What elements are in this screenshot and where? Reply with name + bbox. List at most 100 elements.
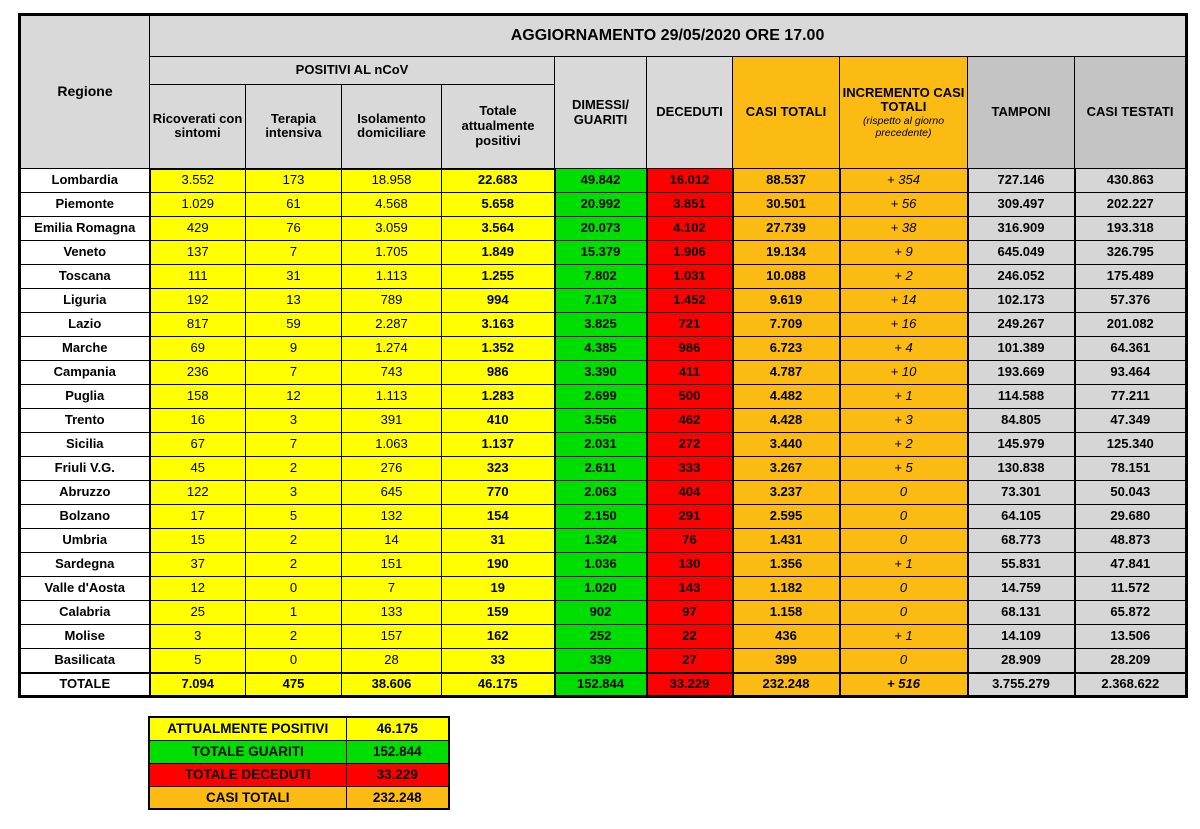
- cell-tamponi: 68.773: [966, 528, 1075, 553]
- cell-deceduti: 986: [645, 336, 733, 361]
- cell-isolamento-domiciliare: 157: [341, 624, 442, 649]
- cell-casi-totali: 4.482: [731, 384, 840, 409]
- cell-dimessi-guariti: 1.324: [553, 528, 647, 553]
- cell-casi-totali: 27.739: [731, 216, 840, 241]
- cell-deceduti: 721: [645, 312, 733, 337]
- cell-dimessi-guariti: 339: [553, 648, 647, 673]
- cell-ricoverati-con-sintomi: 1.029: [148, 192, 246, 217]
- region-name-cell: Marche: [19, 336, 150, 361]
- cell-incremento-casi-totali: + 9: [838, 240, 968, 265]
- cell-casi-testati: 78.151: [1073, 456, 1188, 481]
- cell-terapia-intensiva: 7: [245, 240, 342, 265]
- cell-casi-totali: 30.501: [731, 192, 840, 217]
- cell-casi-totali: 1.431: [731, 528, 840, 553]
- cell-terapia-intensiva: 2: [245, 528, 342, 553]
- cell-incremento-casi-totali: + 16: [838, 312, 968, 337]
- cell-totale-attualmente-positivi: 986: [441, 360, 555, 385]
- cell-casi-totali: 19.134: [731, 240, 840, 265]
- cell-incremento-casi-totali: + 354: [838, 168, 968, 193]
- cell-casi-testati: 175.489: [1073, 264, 1188, 289]
- cell-incremento-casi-totali: + 10: [838, 360, 968, 385]
- summary-row: TOTALE GUARITI 152.844: [148, 739, 450, 764]
- cell-deceduti: 4.102: [645, 216, 733, 241]
- table-row: Puglia 158 12 1.113 1.283 2.699 500 4.482 + 1 114…: [19, 384, 1188, 409]
- cell-casi-totali: 9.619: [731, 288, 840, 313]
- cell-casi-testati: 430.863: [1073, 168, 1188, 193]
- table-row: Lombardia 3.552 173 18.958 22.683 49.842 16.01…: [19, 168, 1188, 193]
- cell-ricoverati-con-sintomi: 192: [148, 288, 246, 313]
- table-row: Emilia Romagna 429 76 3.059 3.564 20.073 4.102…: [19, 216, 1188, 241]
- page: Regione AGGIORNAMENTO 29/05/2020 ORE 17.…: [18, 13, 1189, 810]
- col-header-casi-totali: CASI TOTALI: [732, 56, 840, 169]
- cell-ricoverati-con-sintomi: 3: [148, 624, 246, 649]
- cell-dimessi-guariti: 252: [553, 624, 647, 649]
- cell-casi-testati: 77.211: [1073, 384, 1188, 409]
- cell-casi-testati: 29.680: [1073, 504, 1188, 529]
- cell-terapia-intensiva: 12: [245, 384, 342, 409]
- cell-casi-totali: 4.428: [731, 408, 840, 433]
- cell-totale-attualmente-positivi: 1.283: [441, 384, 555, 409]
- cell-tamponi: 309.497: [966, 192, 1075, 217]
- cell-isolamento-domiciliare: 276: [341, 456, 442, 481]
- cell-casi-totali: 1.182: [731, 576, 840, 601]
- cell-terapia-intensiva: 7: [245, 360, 342, 385]
- cell-ricoverati-con-sintomi: 16: [148, 408, 246, 433]
- table-row: Toscana 111 31 1.113 1.255 7.802 1.031 10.088 + …: [19, 264, 1188, 289]
- cell-casi-testati: 193.318: [1073, 216, 1188, 241]
- table-header: Regione AGGIORNAMENTO 29/05/2020 ORE 17.…: [19, 14, 1188, 170]
- cell-dimessi-guariti: 2.031: [553, 432, 647, 457]
- region-name-cell: Friuli V.G.: [19, 456, 150, 481]
- cell-totale-attualmente-positivi: 323: [441, 456, 555, 481]
- incremento-note: (rispetto al giorno precedente): [862, 114, 945, 139]
- cell-casi-totali: 1.158: [731, 600, 840, 625]
- cell-deceduti: 462: [645, 408, 733, 433]
- cell-dimessi-guariti: 3.556: [553, 408, 647, 433]
- cell-incremento-casi-totali: + 1: [838, 552, 968, 577]
- cell-isolamento-domiciliare: 132: [341, 504, 442, 529]
- cell-incremento-casi-totali: + 2: [838, 432, 968, 457]
- region-name-cell: Piemonte: [19, 192, 150, 217]
- cell-isolamento-domiciliare: 1.113: [341, 264, 442, 289]
- cell-totale-attualmente-positivi: 162: [441, 624, 555, 649]
- cell-terapia-intensiva: 3: [245, 480, 342, 505]
- table-row: Umbria 15 2 14 31 1.324 76 1.431 0 68.773 48.873: [19, 528, 1188, 553]
- region-name-cell: Emilia Romagna: [19, 216, 150, 241]
- region-name-cell: Veneto: [19, 240, 150, 265]
- cell-dimessi-guariti: 902: [553, 600, 647, 625]
- total-label-cell: TOTALE: [19, 671, 150, 697]
- cell-isolamento-domiciliare: 7: [341, 576, 442, 601]
- cell-isolamento-domiciliare: 14: [341, 528, 442, 553]
- cell-deceduti: 130: [645, 552, 733, 577]
- cell-incremento-casi-totali: + 14: [838, 288, 968, 313]
- cell-isolamento-domiciliare: 38.606: [341, 671, 442, 697]
- region-name-cell: Bolzano: [19, 504, 150, 529]
- cell-incremento-casi-totali: 0: [838, 576, 968, 601]
- cell-isolamento-domiciliare: 28: [341, 648, 442, 673]
- cell-tamponi: 114.588: [966, 384, 1075, 409]
- cell-terapia-intensiva: 2: [245, 456, 342, 481]
- table-row: Veneto 137 7 1.705 1.849 15.379 1.906 19.134 + 9…: [19, 240, 1188, 265]
- cell-isolamento-domiciliare: 2.287: [341, 312, 442, 337]
- cell-deceduti: 291: [645, 504, 733, 529]
- cell-deceduti: 404: [645, 480, 733, 505]
- region-name-cell: Sicilia: [19, 432, 150, 457]
- cell-dimessi-guariti: 1.036: [553, 552, 647, 577]
- cell-totale-attualmente-positivi: 1.137: [441, 432, 555, 457]
- table-row: Lazio 817 59 2.287 3.163 3.825 721 7.709 + 16 249…: [19, 312, 1188, 337]
- cell-terapia-intensiva: 1: [245, 600, 342, 625]
- table-title: AGGIORNAMENTO 29/05/2020 ORE 17.00: [148, 14, 1188, 57]
- region-name-cell: Trento: [19, 408, 150, 433]
- cell-deceduti: 1.031: [645, 264, 733, 289]
- cell-totale-attualmente-positivi: 1.255: [441, 264, 555, 289]
- cell-incremento-casi-totali: + 1: [838, 384, 968, 409]
- cell-ricoverati-con-sintomi: 45: [148, 456, 246, 481]
- table-row: Basilicata 5 0 28 33 339 27 399 0 28.909 28.209: [19, 648, 1188, 673]
- cell-totale-attualmente-positivi: 31: [441, 528, 555, 553]
- cell-casi-testati: 2.368.622: [1073, 671, 1188, 697]
- table-row: Liguria 192 13 789 994 7.173 1.452 9.619 + 14 102…: [19, 288, 1188, 313]
- cell-terapia-intensiva: 61: [245, 192, 342, 217]
- col-header-isolamento: Isolamento domiciliare: [341, 84, 442, 170]
- summary-value: 232.248: [345, 785, 450, 810]
- cell-tamponi: 84.805: [966, 408, 1075, 433]
- cell-dimessi-guariti: 7.802: [553, 264, 647, 289]
